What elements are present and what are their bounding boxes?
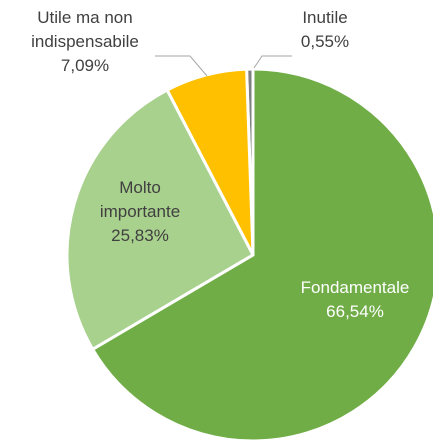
category-name: Utile ma non indispensabile xyxy=(31,8,139,51)
value-label: 7,09% xyxy=(60,56,110,75)
value-label: 0,55% xyxy=(300,32,350,51)
pie-slice xyxy=(90,67,433,443)
category-name: Molto importante xyxy=(99,178,181,221)
value-label: 25,83% xyxy=(111,226,169,245)
pie-slice xyxy=(65,87,255,352)
leader-line xyxy=(155,55,208,77)
category-name: Inutile xyxy=(302,8,348,27)
slice-label: Utile ma non indispensabile 7,09% xyxy=(0,6,170,78)
leader-line xyxy=(253,55,292,69)
slice-label: Fondamentale 66,54% xyxy=(270,276,433,324)
slice-label: Inutile 0,55% xyxy=(280,6,370,54)
category-name: Fondamentale xyxy=(300,278,410,297)
value-label: 66,54% xyxy=(326,302,384,321)
slice-label: Molto importante 25,83% xyxy=(85,176,195,248)
